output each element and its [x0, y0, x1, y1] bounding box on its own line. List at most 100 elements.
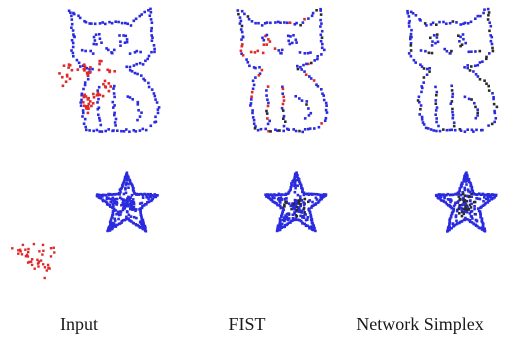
point-marker — [127, 217, 130, 220]
point-marker — [300, 99, 304, 102]
point-marker — [487, 89, 491, 92]
point-marker — [267, 38, 270, 41]
point-marker — [290, 182, 293, 185]
point-marker — [286, 21, 289, 25]
point-marker — [147, 193, 150, 196]
point-marker — [478, 192, 481, 195]
point-marker — [98, 22, 102, 25]
point-marker — [84, 125, 87, 129]
point-marker — [460, 181, 464, 185]
point-marker — [303, 128, 307, 131]
point-marker — [463, 95, 467, 99]
point-marker — [490, 35, 494, 39]
point-marker — [476, 63, 480, 67]
point-marker — [114, 225, 118, 228]
point-marker — [489, 24, 493, 28]
point-marker — [485, 57, 488, 61]
point-marker — [152, 195, 156, 199]
point-marker — [75, 58, 79, 62]
point-marker — [147, 81, 150, 85]
point-marker — [99, 123, 103, 127]
point-marker — [276, 193, 279, 197]
point-marker — [305, 62, 308, 66]
point-marker — [443, 195, 446, 199]
point-marker — [470, 187, 474, 190]
point-marker — [474, 50, 477, 53]
point-marker — [462, 37, 465, 41]
point-marker — [282, 117, 285, 120]
point-marker — [256, 128, 260, 132]
point-marker — [138, 14, 142, 18]
point-marker — [313, 127, 316, 130]
point-marker — [121, 219, 125, 222]
point-marker — [248, 64, 251, 68]
point-marker — [435, 117, 438, 120]
point-marker — [452, 193, 455, 196]
point-marker — [458, 187, 462, 190]
point-marker — [452, 208, 456, 211]
point-marker — [466, 188, 470, 191]
point-marker — [114, 197, 117, 201]
point-marker — [30, 263, 34, 267]
point-marker — [104, 22, 107, 26]
point-marker — [451, 222, 454, 225]
point-marker — [143, 229, 147, 232]
point-marker — [301, 190, 304, 194]
point-marker — [467, 97, 471, 101]
point-marker — [303, 222, 306, 226]
point-marker — [474, 116, 478, 120]
point-marker — [128, 178, 132, 182]
point-marker — [113, 113, 116, 117]
point-marker — [37, 265, 40, 268]
point-marker — [293, 212, 297, 215]
point-marker — [283, 225, 286, 229]
point-marker — [406, 12, 410, 15]
point-marker — [463, 194, 467, 197]
point-marker — [241, 35, 245, 39]
point-marker — [462, 180, 465, 183]
point-marker — [466, 66, 469, 70]
point-marker — [265, 21, 269, 24]
point-marker — [134, 208, 138, 211]
point-marker — [239, 49, 243, 53]
point-marker — [427, 51, 431, 55]
point-marker — [302, 191, 306, 194]
point-marker — [479, 206, 482, 210]
point-marker — [140, 214, 143, 217]
point-marker — [457, 34, 460, 37]
point-marker — [425, 24, 428, 27]
point-marker — [79, 65, 82, 68]
point-marker — [316, 193, 320, 196]
point-marker — [149, 11, 153, 14]
point-marker — [296, 199, 299, 202]
point-marker — [287, 39, 290, 43]
point-marker — [449, 102, 453, 105]
point-marker — [410, 35, 413, 39]
point-marker — [123, 204, 127, 207]
point-marker — [421, 121, 425, 124]
point-marker — [475, 193, 478, 197]
point-marker — [478, 78, 482, 81]
point-marker — [287, 217, 291, 220]
point-marker — [264, 34, 267, 38]
point-marker — [260, 68, 264, 72]
point-marker — [468, 190, 472, 194]
point-marker — [276, 203, 279, 207]
point-marker — [154, 194, 158, 197]
point-marker — [407, 15, 411, 18]
point-marker — [295, 178, 299, 182]
point-marker — [489, 39, 493, 43]
point-marker — [266, 98, 269, 101]
point-marker — [322, 94, 325, 97]
point-marker — [468, 203, 472, 207]
point-marker — [467, 218, 471, 222]
point-marker — [98, 119, 102, 122]
point-marker — [67, 66, 70, 69]
point-marker — [129, 201, 133, 204]
point-marker — [137, 193, 140, 196]
point-marker — [317, 125, 321, 129]
point-marker — [470, 209, 474, 213]
point-marker — [117, 222, 121, 226]
point-marker — [466, 206, 469, 209]
point-marker — [109, 205, 112, 208]
